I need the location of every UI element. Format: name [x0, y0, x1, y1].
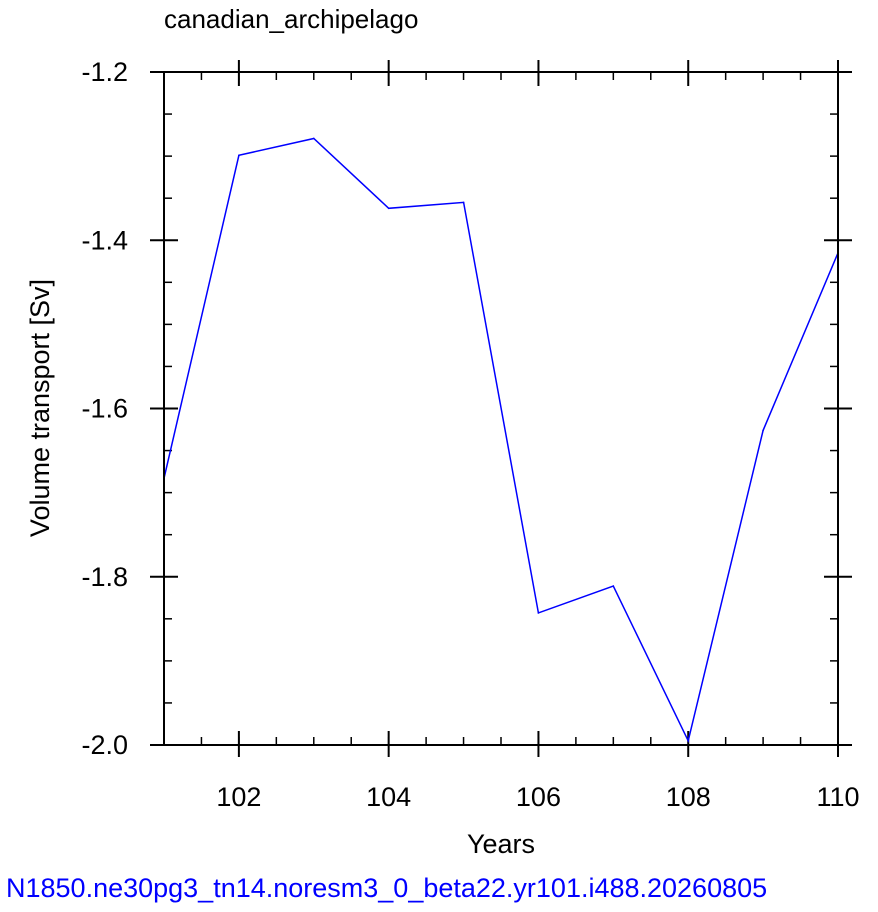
y-tick-label: -1.6: [81, 394, 128, 424]
y-axis-ticks: -1.2 -1.4 -1.6 -1.8 -2.0: [81, 57, 852, 760]
data-point: [312, 137, 315, 140]
series-line: [163, 137, 839, 744]
data-point: [238, 154, 240, 157]
chart-title: canadian_archipelago: [164, 4, 418, 34]
data-point: [462, 201, 465, 204]
caption: N1850.ne30pg3_tn14.noresm3_0_beta22.yr10…: [6, 873, 767, 903]
data-point: [537, 612, 540, 614]
x-tick-label: 106: [516, 782, 561, 812]
data-point: [687, 739, 690, 742]
data-point: [387, 207, 390, 210]
series-group: [163, 137, 839, 744]
data-point: [612, 585, 615, 587]
plot-frame: [163, 71, 839, 746]
y-tick-label: -2.0: [81, 730, 128, 760]
x-tick-label: 110: [816, 782, 859, 812]
y-axis-label: Volume transport [Sv]: [25, 279, 55, 537]
y-tick-label: -1.4: [81, 225, 128, 255]
y-tick-label: -1.8: [81, 562, 128, 592]
data-point: [762, 429, 764, 432]
x-tick-label: 108: [666, 782, 711, 812]
y-tick-label: -1.2: [81, 57, 128, 87]
x-tick-label: 102: [216, 782, 261, 812]
x-axis-label: Years: [467, 829, 535, 859]
x-tick-label: 104: [366, 782, 411, 812]
x-axis-ticks: 102 104 106 108 110: [163, 60, 860, 812]
